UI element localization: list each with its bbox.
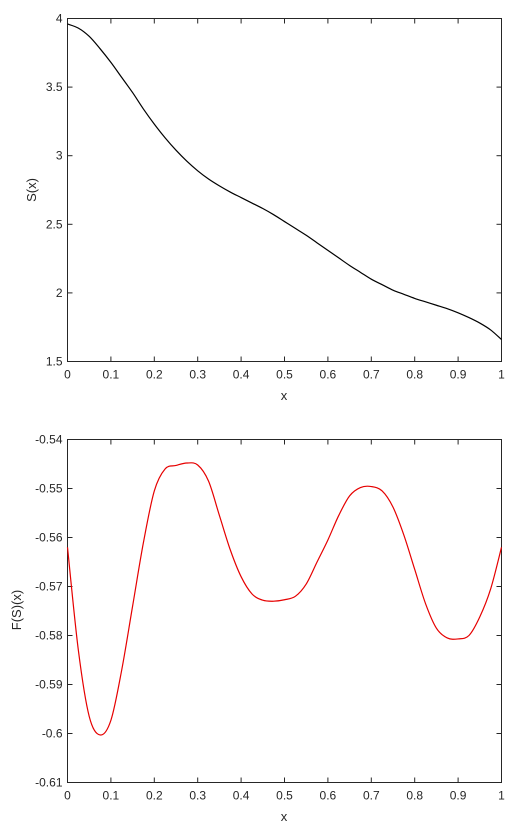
y-tick-label: 3.5 <box>46 80 63 94</box>
x-tick-label: 0.9 <box>450 789 467 803</box>
y-tick-label: -0.55 <box>35 482 63 496</box>
y-axis-label: F(S)(x) <box>9 590 24 630</box>
y-axis-label: S(x) <box>24 178 39 202</box>
top-chart-s-of-x: 0 0.1 0.2 0.3 0.4 0.5 0.6 0.7 0.8 0.9 1 1.5 2 2.5 3 3.… <box>24 12 505 404</box>
x-tick-label: 0.7 <box>363 789 380 803</box>
x-tick-label: 0.8 <box>406 789 423 803</box>
x-axis: 0 0.1 0.2 0.3 0.4 0.5 0.6 0.7 0.8 0.9 1 <box>64 18 505 382</box>
x-tick-label: 0.7 <box>363 368 380 382</box>
x-tick-label: 0.6 <box>320 789 337 803</box>
x-tick-label: 0.2 <box>146 789 163 803</box>
y-axis: -0.61 -0.6 -0.59 -0.58 -0.57 -0.56 -0.55 -0.54 <box>35 433 502 790</box>
x-axis-label: x <box>281 809 288 824</box>
x-tick-label: 0.2 <box>146 368 163 382</box>
y-tick-label: 2 <box>56 286 63 300</box>
x-tick-label: 0.6 <box>320 368 337 382</box>
x-tick-label: 0.1 <box>103 368 120 382</box>
x-tick-label: 0.4 <box>233 789 250 803</box>
y-tick-label: 4 <box>56 12 63 26</box>
y-tick-label: -0.59 <box>35 678 63 692</box>
y-tick-label: -0.57 <box>35 580 63 594</box>
x-tick-label: 0 <box>64 789 71 803</box>
series-line <box>66 462 503 736</box>
series-line <box>67 23 502 340</box>
y-tick-label: -0.58 <box>35 629 63 643</box>
x-tick-label: 1 <box>498 789 505 803</box>
plot-frame <box>67 18 502 362</box>
x-tick-label: 0.9 <box>450 368 467 382</box>
x-axis: 0 0.1 0.2 0.3 0.4 0.5 0.6 0.7 0.8 0.9 1 <box>64 439 505 803</box>
x-tick-label: 0 <box>64 368 71 382</box>
y-tick-label: -0.54 <box>35 433 63 447</box>
x-tick-label: 0.4 <box>233 368 250 382</box>
x-tick-label: 0.5 <box>276 789 293 803</box>
bottom-chart-f-of-s: 0 0.1 0.2 0.3 0.4 0.5 0.6 0.7 0.8 0.9 1 -0.61-0.6-… <box>9 433 505 825</box>
x-tick-label: 1 <box>498 368 505 382</box>
x-tick-label: 0.5 <box>276 368 293 382</box>
x-axis-label: x <box>281 388 288 403</box>
y-tick-label: -0.61 <box>35 776 63 790</box>
y-tick-label: -0.56 <box>35 531 63 545</box>
x-tick-label: 0.1 <box>103 789 120 803</box>
y-tick-label: -0.6 <box>42 727 63 741</box>
x-tick-label: 0.3 <box>189 368 206 382</box>
x-tick-label: 0.3 <box>189 789 206 803</box>
y-tick-label: 2.5 <box>46 217 63 231</box>
y-axis: 1.5 2 2.5 3 3.5 4 <box>46 12 502 369</box>
plot-frame <box>67 439 502 783</box>
x-tick-label: 0.8 <box>406 368 423 382</box>
y-tick-label: 3 <box>56 149 63 163</box>
y-tick-label: 1.5 <box>46 355 63 369</box>
